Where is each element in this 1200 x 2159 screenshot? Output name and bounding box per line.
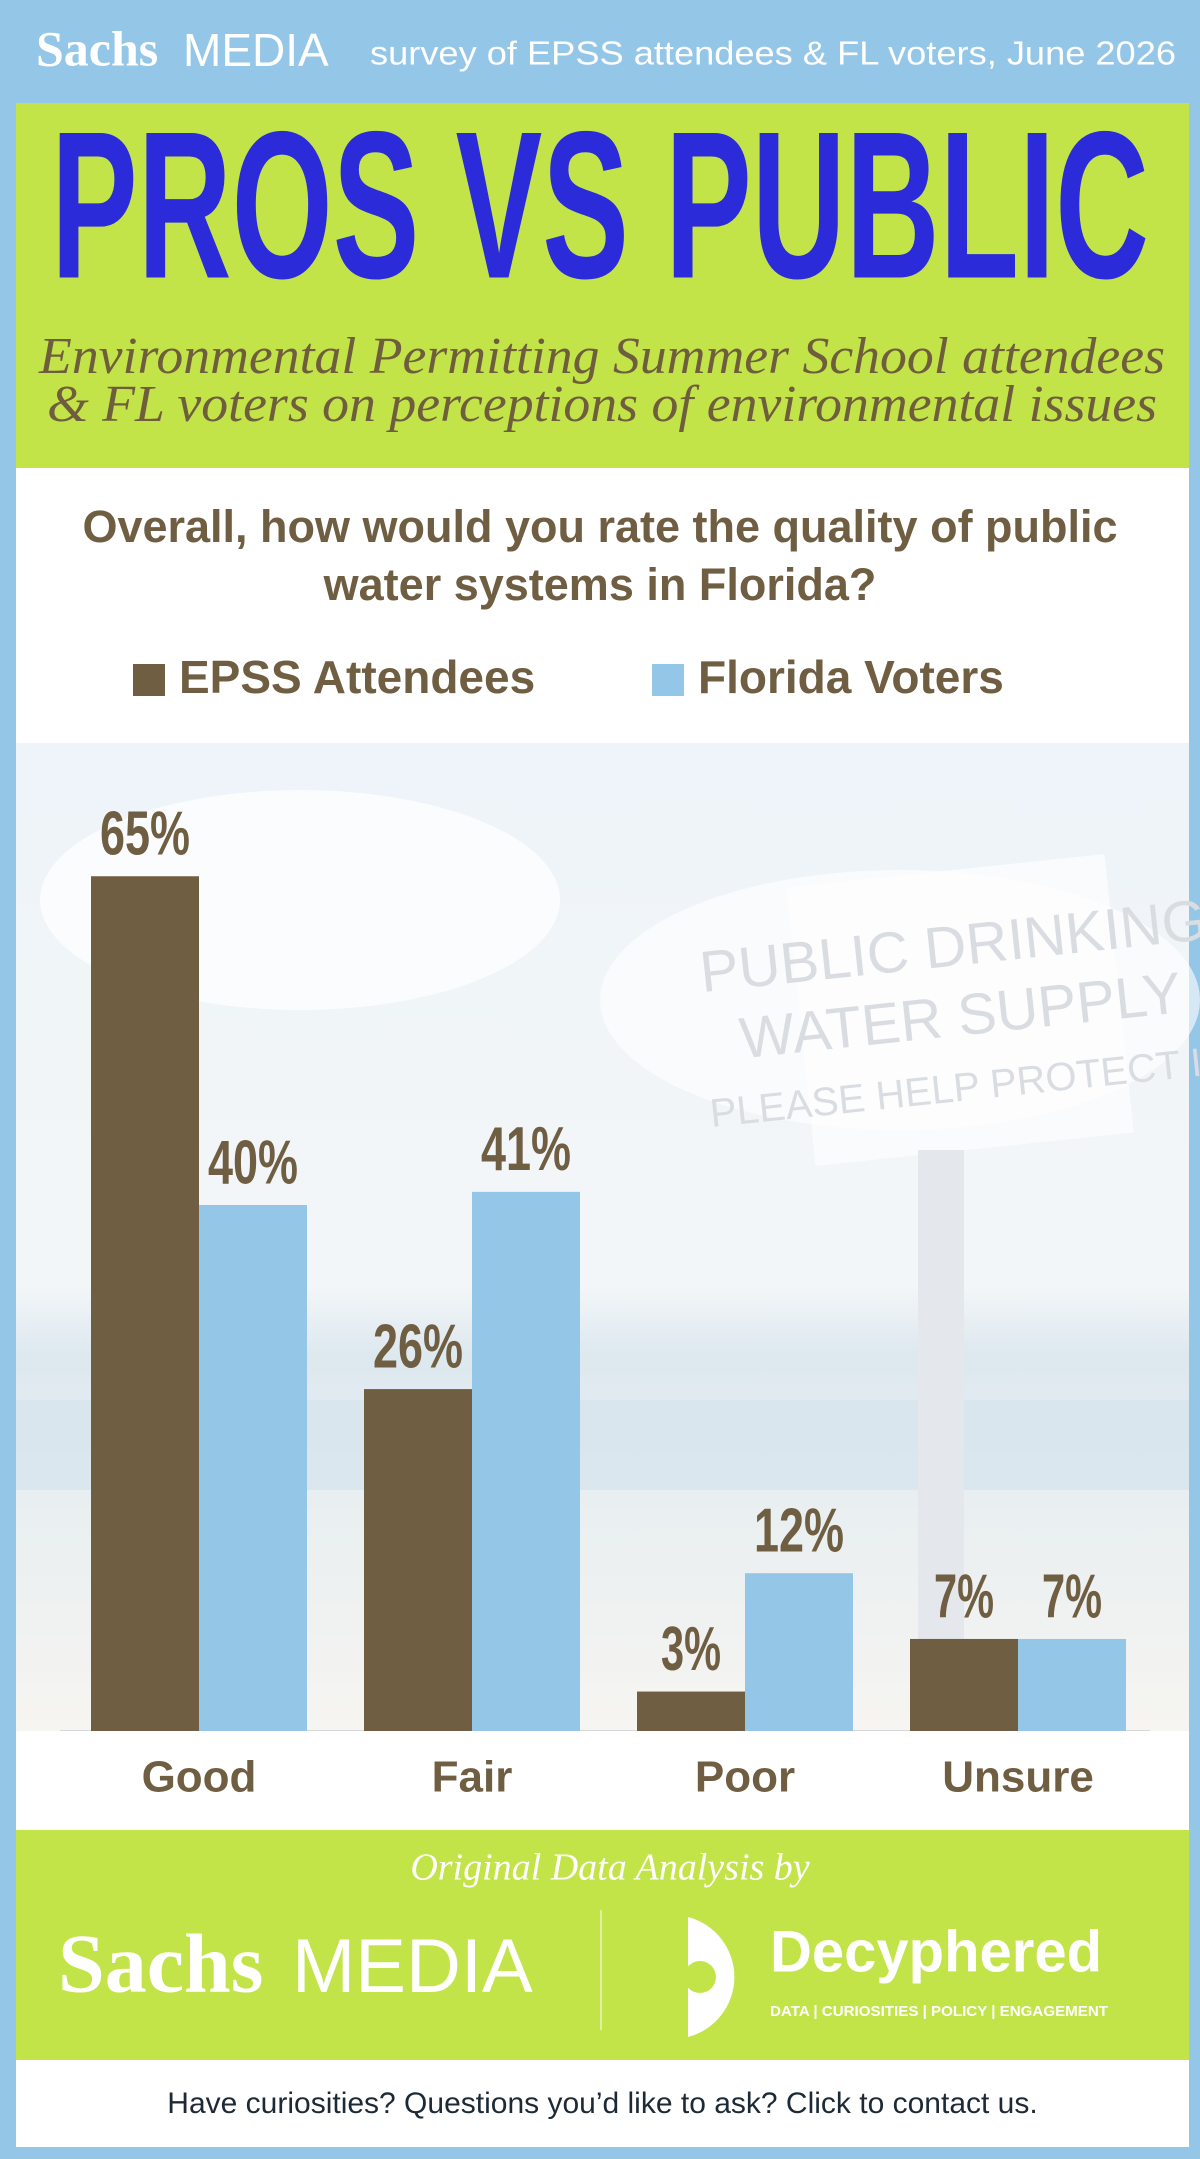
value-label: 41% [481,1115,571,1184]
bar [364,1389,472,1731]
partner-name: Decyphered [770,1919,1102,1984]
bar [910,1638,1018,1731]
credit: Original Data Analysis by [410,1847,809,1889]
legend-swatch [133,664,165,696]
value-label: 12% [754,1497,844,1566]
legend-swatch [652,664,684,696]
value-label: 7% [934,1562,994,1631]
x-tick-label: Poor [695,1753,795,1802]
value-label: 40% [208,1128,298,1197]
category-panel [16,1731,1189,1830]
contact-link[interactable]: Have curiosities? Questions you’d like t… [167,2087,1038,2120]
footer-brand-bold: Sachs [58,1917,263,2010]
footer-brand-light: MEDIA [292,1924,533,2009]
brand-bold: Sachs [36,20,158,76]
x-tick-label: Fair [432,1753,513,1802]
partner-logo-hole [684,1961,716,1993]
bar [637,1691,745,1731]
bar [472,1191,580,1731]
partner-tagline: DATA | CURIOSITIES | POLICY | ENGAGEMENT [770,2003,1108,2020]
bar [1018,1638,1126,1731]
banner-subtitle: & FL voters on perceptions of environmen… [47,376,1157,433]
banner-title: PROS VS PUBLIC [51,87,1149,322]
sign-board [786,854,1134,1166]
bar [91,876,199,1731]
banner-subtitle: Environmental Permitting Summer School a… [38,328,1165,385]
sign-post [918,1150,964,1730]
survey-note: survey of EPSS attendees & FL voters, Ju… [370,35,1176,72]
value-label: 7% [1042,1562,1102,1631]
legend-label: Florida Voters [698,651,1004,703]
x-tick-label: Good [142,1753,257,1802]
value-label: 3% [661,1615,721,1684]
question-panel [16,468,1189,743]
bar [745,1573,853,1731]
brand-light: MEDIA [183,24,329,76]
value-label: 26% [373,1312,463,1381]
contact-panel [16,2060,1189,2147]
x-tick-label: Unsure [942,1753,1094,1802]
banner-panel [16,103,1189,468]
legend-label: EPSS Attendees [179,651,535,703]
chart-title: Overall, how would you rate the quality … [82,501,1118,610]
footer-panel [16,1830,1189,2060]
value-label: 65% [100,800,190,869]
bar [199,1205,307,1731]
